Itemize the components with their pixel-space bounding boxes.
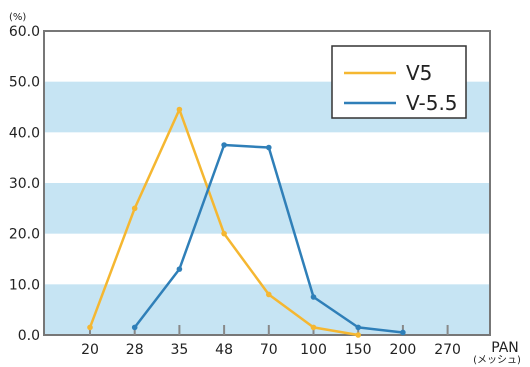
data-point	[400, 329, 406, 336]
data-point	[310, 294, 317, 300]
data-point	[131, 205, 138, 212]
x-axis: 20 28 35 48 70 100 150 200 270	[81, 325, 461, 358]
y-unit-label: (%)	[9, 12, 26, 23]
x-unit-label: PAN	[491, 340, 519, 356]
data-point	[310, 324, 317, 331]
y-tick-label: 40.0	[9, 125, 40, 141]
x-tick-label: 48	[215, 342, 233, 358]
data-point	[355, 332, 362, 338]
y-tick-label: 10.0	[9, 277, 40, 293]
data-point	[221, 142, 227, 148]
data-point	[266, 144, 272, 151]
x-tick-label: 20	[81, 342, 99, 358]
grid-bands	[44, 81, 490, 335]
legend-label: V5	[406, 61, 432, 85]
x-tick-label: 100	[300, 342, 327, 358]
grid-band	[44, 183, 490, 234]
x-tick-label: 200	[390, 342, 417, 358]
legend: V5 V-5.5	[331, 45, 467, 119]
data-point	[131, 324, 138, 331]
data-point	[176, 106, 183, 113]
data-point	[87, 324, 93, 331]
plot-frame	[43, 30, 491, 336]
y-tick-label: 50.0	[9, 75, 40, 91]
y-axis: 0.0 10.0 20.0 30.0 40.0 50.0 60.0	[9, 24, 40, 344]
data-point	[266, 291, 272, 298]
data-point	[176, 266, 183, 272]
legend-box	[331, 45, 467, 119]
x-tick-label: 35	[170, 342, 188, 358]
series-group	[87, 106, 406, 338]
x-unit-sub-label: (メッシュ)	[473, 355, 521, 366]
y-tick-label: 0.0	[18, 328, 40, 344]
x-tick-label: 70	[260, 342, 278, 358]
x-tick-label: 270	[434, 342, 461, 358]
y-tick-label: 60.0	[9, 24, 40, 40]
data-point	[221, 230, 227, 237]
legend-label: V-5.5	[406, 91, 458, 115]
x-tick-label: 150	[345, 342, 372, 358]
x-tick-label: 28	[126, 342, 144, 358]
y-tick-label: 30.0	[9, 176, 40, 192]
y-tick-label: 20.0	[9, 227, 40, 243]
data-point	[355, 324, 362, 331]
